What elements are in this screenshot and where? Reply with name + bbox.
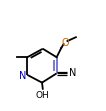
Text: OH: OH xyxy=(36,91,50,100)
Text: N: N xyxy=(69,68,76,78)
Text: N: N xyxy=(19,71,27,81)
Text: O: O xyxy=(61,38,69,48)
